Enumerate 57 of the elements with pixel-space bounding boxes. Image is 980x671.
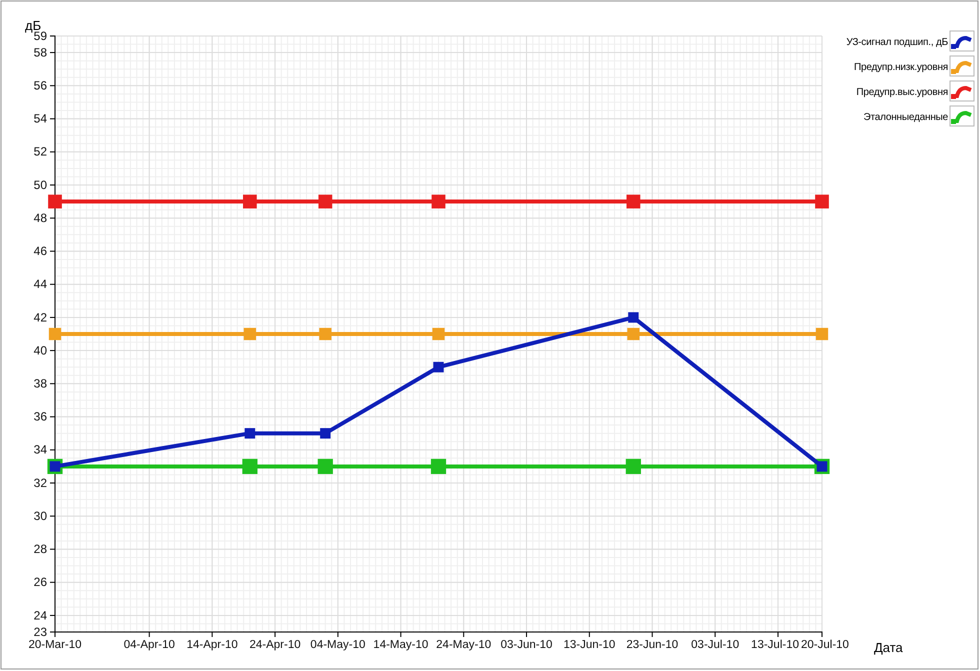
y-tick-label: 36: [34, 410, 48, 424]
legend-label: Предупр.выс.уровня: [856, 87, 948, 98]
y-tick-label: 52: [34, 144, 48, 159]
point: [432, 194, 446, 208]
point: [242, 458, 258, 474]
y-tick-label: 40: [34, 343, 48, 358]
legend-label: Предупр.низк.уровня: [854, 62, 948, 73]
y-tick-label: 50: [34, 178, 48, 192]
y-tick-label: 46: [34, 244, 48, 258]
y-tick-label: 30: [34, 508, 48, 523]
point: [430, 458, 446, 474]
y-tick-label: 48: [34, 210, 48, 225]
legend-label: Эталонныеданные: [864, 112, 949, 123]
point: [627, 328, 640, 340]
x-tick-label: 20-Jul-10: [800, 639, 849, 652]
x-tick-label: 03-Jul-10: [691, 639, 740, 652]
x-tick-label: 04-May-10: [310, 639, 366, 652]
point: [432, 328, 445, 340]
x-tick-label: 13-Jun-10: [563, 639, 616, 652]
point: [48, 194, 62, 208]
point: [318, 194, 332, 208]
point: [628, 312, 639, 323]
point: [244, 428, 256, 439]
x-tick-label: 24-Apr-10: [249, 639, 301, 652]
point: [626, 458, 641, 474]
point: [48, 328, 62, 340]
y-tick-label: 38: [34, 376, 48, 391]
y-tick-label: 32: [34, 476, 48, 490]
x-tick-label: 14-May-10: [373, 639, 428, 652]
point: [244, 328, 256, 340]
legend-label: УЗ-сигнал подшип., дБ: [846, 37, 949, 48]
y-tick-label: 58: [34, 45, 48, 60]
x-tick-label: 14-Apr-10: [186, 639, 238, 652]
point: [320, 428, 331, 439]
y-tick-label: 28: [34, 542, 48, 556]
y-tick-label: 23: [34, 624, 48, 639]
x-tick-label: 03-Jun-10: [500, 639, 552, 652]
y-tick-label: 42: [34, 310, 48, 324]
x-tick-label: 24-May-10: [436, 639, 492, 652]
y-tick-label: 24: [34, 608, 48, 622]
x-axis-title: Дата: [874, 640, 904, 655]
y-tick-label: 34: [34, 442, 48, 457]
point: [319, 328, 332, 340]
y-tick-label: 26: [34, 575, 48, 590]
y-tick-label: 56: [34, 78, 48, 93]
x-tick-label: 04-Apr-10: [124, 639, 175, 652]
y-tick-label: 44: [34, 277, 48, 292]
x-tick-label: 13-Jul-10: [751, 639, 799, 652]
x-tick-label: 20-Mar-10: [28, 639, 82, 652]
point: [815, 194, 829, 208]
y-tick-label: 54: [34, 112, 48, 126]
point: [816, 328, 828, 340]
point: [433, 362, 444, 372]
x-tick-label: 23-Jun-10: [626, 639, 678, 652]
point: [318, 458, 333, 474]
point: [626, 194, 640, 208]
point: [243, 194, 257, 208]
